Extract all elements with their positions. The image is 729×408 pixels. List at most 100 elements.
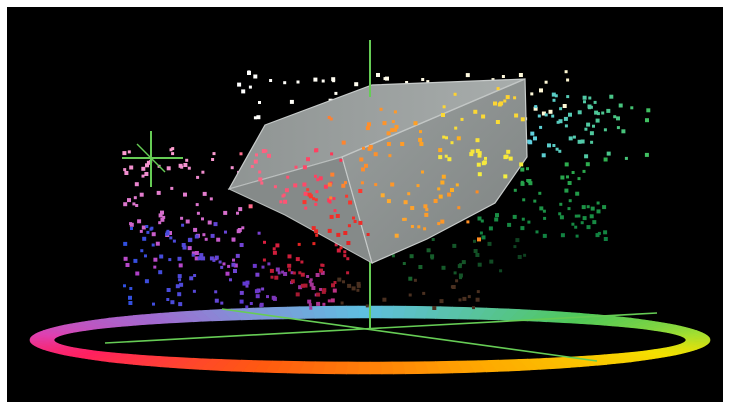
hue-ring-segment (369, 361, 383, 375)
color-sample-point (169, 148, 173, 152)
color-sample-point (314, 229, 319, 234)
color-sample-point (568, 199, 572, 203)
color-sample-point (568, 112, 572, 117)
color-sample-point (181, 243, 186, 247)
color-sample-point (193, 274, 197, 277)
color-sample-point (308, 280, 312, 284)
color-sample-point (346, 271, 350, 275)
color-sample-point (141, 225, 146, 230)
color-sample-point (191, 253, 195, 257)
color-sample-point (564, 124, 568, 128)
color-sample-point (128, 301, 133, 305)
color-sample-point (457, 206, 461, 210)
color-sample-point (172, 239, 176, 243)
color-sample-point (314, 202, 318, 206)
color-sample-point (402, 217, 406, 221)
color-sample-point (185, 219, 190, 224)
color-sample-point (477, 262, 482, 267)
color-sample-point (552, 98, 556, 102)
color-sample-point (356, 288, 360, 292)
color-sample-point (520, 167, 525, 172)
color-sample-point (586, 225, 591, 230)
color-sample-point (515, 238, 520, 243)
crosshair-diagonal (136, 143, 166, 173)
color-sample-point (542, 233, 547, 238)
color-sample-point (514, 113, 519, 118)
color-sample-point (606, 151, 611, 156)
color-sample-point (547, 143, 551, 148)
color-sample-point (462, 296, 467, 301)
color-sample-point (239, 299, 244, 304)
color-sample-point (477, 153, 482, 158)
color-sample-point (231, 237, 236, 242)
color-sample-point (180, 165, 184, 169)
color-sample-point (281, 270, 285, 274)
color-sample-point (481, 114, 486, 119)
color-sample-point (646, 108, 651, 113)
color-sample-point (160, 217, 165, 222)
color-sample-point (444, 154, 448, 158)
color-sample-point (214, 290, 218, 294)
color-sample-point (566, 95, 570, 99)
color-sample-point (556, 120, 560, 124)
color-sample-point (367, 122, 371, 127)
color-sample-point (413, 121, 418, 126)
color-sample-point (314, 174, 317, 178)
color-sample-point (362, 146, 365, 150)
color-sample-point (527, 220, 531, 224)
color-sample-point (430, 254, 435, 259)
color-sample-point (177, 292, 182, 297)
color-sample-point (123, 256, 128, 261)
color-sample-point (596, 112, 600, 116)
color-sample-point (460, 117, 464, 121)
color-sample-point (458, 273, 463, 278)
color-sample-point (306, 275, 310, 278)
color-sample-point (223, 210, 228, 215)
color-sample-point (575, 234, 579, 238)
color-sample-point (297, 242, 301, 246)
color-sample-point (316, 301, 321, 306)
color-sample-point (413, 278, 417, 282)
color-sample-point (566, 175, 569, 179)
color-sample-point (513, 96, 517, 100)
color-sample-point (587, 104, 592, 109)
color-sample-point (359, 157, 364, 162)
gamut-diagram-panel (7, 7, 723, 402)
color-sample-point (382, 297, 387, 302)
color-sample-point (438, 148, 443, 153)
color-sample-point (346, 257, 350, 261)
color-sample-point (327, 198, 332, 203)
color-sample-point (475, 138, 480, 143)
color-sample-point (589, 131, 594, 136)
color-sample-point (499, 269, 503, 273)
color-sample-point (382, 121, 387, 126)
color-sample-point (533, 199, 537, 203)
color-sample-point (284, 188, 289, 193)
color-sample-point (494, 217, 499, 222)
hue-ring-segment (357, 305, 371, 319)
color-sample-point (247, 70, 251, 74)
color-sample-point (253, 159, 258, 164)
color-sample-point (127, 198, 131, 203)
color-sample-point (227, 264, 231, 268)
color-sample-point (353, 220, 357, 223)
color-sample-point (210, 233, 215, 238)
color-sample-point (262, 258, 266, 262)
color-sample-points-front (239, 87, 525, 250)
color-sample-point (503, 155, 508, 160)
color-sample-point (230, 166, 234, 170)
color-sample-point (517, 255, 522, 259)
color-sample-point (135, 271, 140, 276)
color-sample-point (258, 170, 262, 174)
color-sample-point (129, 165, 134, 170)
color-sample-point (137, 219, 142, 224)
hue-ring (29, 305, 711, 375)
color-sample-point (386, 131, 391, 136)
color-sample-point (306, 188, 310, 192)
color-sample-point (195, 203, 199, 207)
color-sample-point (541, 111, 546, 116)
color-sample-point (390, 128, 395, 133)
color-sample-point (139, 192, 144, 197)
color-sample-point (296, 80, 300, 84)
color-sample-point (589, 214, 594, 219)
